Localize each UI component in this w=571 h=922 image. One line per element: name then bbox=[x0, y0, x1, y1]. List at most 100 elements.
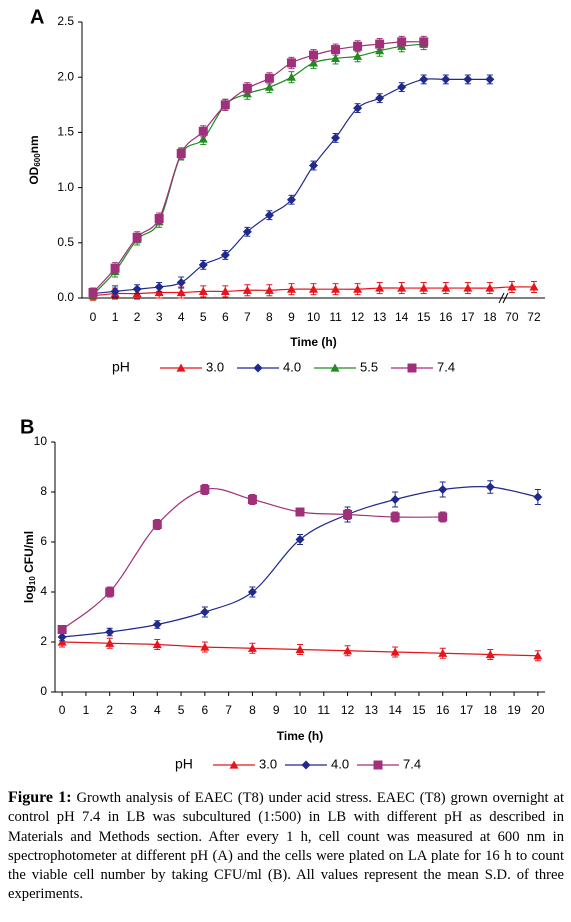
marker bbox=[286, 195, 296, 205]
marker bbox=[331, 45, 341, 55]
x-axis-title: Time (h) bbox=[290, 335, 336, 349]
marker bbox=[390, 495, 400, 504]
marker bbox=[301, 760, 311, 770]
marker bbox=[110, 263, 120, 273]
legend-label: 7.4 bbox=[403, 756, 421, 771]
marker bbox=[485, 482, 495, 492]
x-tick-label: 19 bbox=[507, 703, 521, 717]
x-tick-label: 1 bbox=[112, 310, 119, 324]
marker bbox=[132, 232, 142, 242]
y-axis-title-part: OD bbox=[27, 166, 41, 184]
y-tick-label: 1.5 bbox=[57, 125, 74, 139]
y-tick-label: 6 bbox=[40, 534, 47, 548]
marker bbox=[463, 283, 473, 292]
marker bbox=[154, 287, 164, 297]
marker bbox=[247, 587, 257, 597]
marker bbox=[57, 625, 67, 634]
x-tick-label: 16 bbox=[439, 310, 453, 324]
marker bbox=[485, 283, 495, 292]
marker bbox=[176, 148, 186, 158]
legend-title: pH bbox=[112, 359, 130, 375]
x-tick-label: 17 bbox=[460, 703, 474, 717]
legend-label: 5.5 bbox=[360, 359, 378, 374]
x-tick-label: 8 bbox=[266, 310, 273, 324]
marker bbox=[295, 535, 305, 544]
marker bbox=[397, 283, 407, 292]
marker bbox=[343, 510, 353, 519]
series-line bbox=[92, 41, 424, 293]
marker bbox=[154, 214, 164, 224]
marker bbox=[353, 51, 363, 60]
legend-label: 3.0 bbox=[259, 756, 277, 771]
x-tick-label: 11 bbox=[329, 310, 342, 324]
x-tick-label: 3 bbox=[130, 703, 137, 717]
x-tick-label: 5 bbox=[200, 310, 207, 324]
x-tick-label: 13 bbox=[373, 310, 387, 324]
marker bbox=[198, 134, 208, 143]
marker bbox=[152, 520, 162, 529]
marker bbox=[253, 363, 263, 373]
marker bbox=[200, 485, 210, 494]
marker bbox=[286, 72, 296, 81]
marker bbox=[419, 283, 429, 292]
x-tick-label: 11 bbox=[318, 703, 331, 717]
x-tick-label: 12 bbox=[341, 703, 355, 717]
marker bbox=[375, 283, 385, 292]
marker bbox=[152, 620, 162, 629]
x-tick-label: 6 bbox=[222, 310, 229, 324]
marker bbox=[286, 58, 296, 68]
x-tick-label: 20 bbox=[531, 703, 545, 717]
marker bbox=[353, 41, 363, 51]
marker bbox=[533, 492, 543, 502]
marker bbox=[200, 607, 210, 617]
y-tick-label: 1.0 bbox=[57, 180, 74, 194]
x-tick-label: 10 bbox=[293, 703, 307, 717]
x-tick-label: 9 bbox=[273, 703, 280, 717]
marker bbox=[375, 39, 385, 49]
marker bbox=[57, 637, 67, 646]
marker bbox=[463, 74, 473, 84]
marker bbox=[507, 282, 517, 291]
marker bbox=[105, 627, 115, 637]
x-tick-label: 2 bbox=[134, 310, 141, 324]
marker bbox=[390, 512, 400, 522]
marker bbox=[220, 100, 230, 110]
caption-label: Figure 1: bbox=[8, 789, 72, 806]
x-tick-label: 6 bbox=[202, 703, 209, 717]
marker bbox=[229, 760, 239, 769]
panel-label: A bbox=[30, 6, 44, 28]
marker bbox=[407, 363, 417, 373]
marker bbox=[264, 82, 274, 91]
marker bbox=[88, 287, 98, 297]
marker bbox=[242, 83, 252, 93]
panel-label: B bbox=[20, 416, 34, 438]
y-axis-title-part: 600 bbox=[33, 153, 42, 167]
x-tick-label: 7 bbox=[225, 703, 232, 717]
marker bbox=[176, 278, 186, 288]
x-tick-label: 0 bbox=[90, 310, 97, 324]
y-axis-title: OD600nm bbox=[27, 135, 42, 184]
marker bbox=[242, 285, 252, 294]
marker bbox=[533, 651, 543, 660]
marker bbox=[343, 646, 353, 655]
marker bbox=[419, 74, 429, 84]
y-tick-label: 0 bbox=[40, 684, 47, 698]
x-tick-label: 14 bbox=[395, 310, 409, 324]
x-tick-label: 9 bbox=[288, 310, 295, 324]
marker bbox=[438, 648, 448, 657]
marker bbox=[295, 645, 305, 654]
y-tick-label: 10 bbox=[34, 434, 48, 448]
marker bbox=[373, 760, 383, 770]
marker bbox=[264, 210, 274, 220]
figure: A B 0 1 2 3 4 5 6 7 8 9 10 11 12 13 14 15 16 17 18 70 720.00… bbox=[20, 6, 545, 772]
y-tick-label: 2.5 bbox=[57, 14, 74, 28]
marker bbox=[176, 287, 186, 297]
marker bbox=[438, 485, 448, 494]
series-line bbox=[92, 43, 424, 296]
marker bbox=[485, 650, 495, 659]
legend-label: 3.0 bbox=[206, 359, 224, 374]
x-tick-label: 7 bbox=[244, 310, 251, 324]
y-axis-title-part: log bbox=[22, 585, 36, 603]
x-tick-label: 16 bbox=[436, 703, 450, 717]
y-tick-label: 4 bbox=[40, 584, 47, 598]
